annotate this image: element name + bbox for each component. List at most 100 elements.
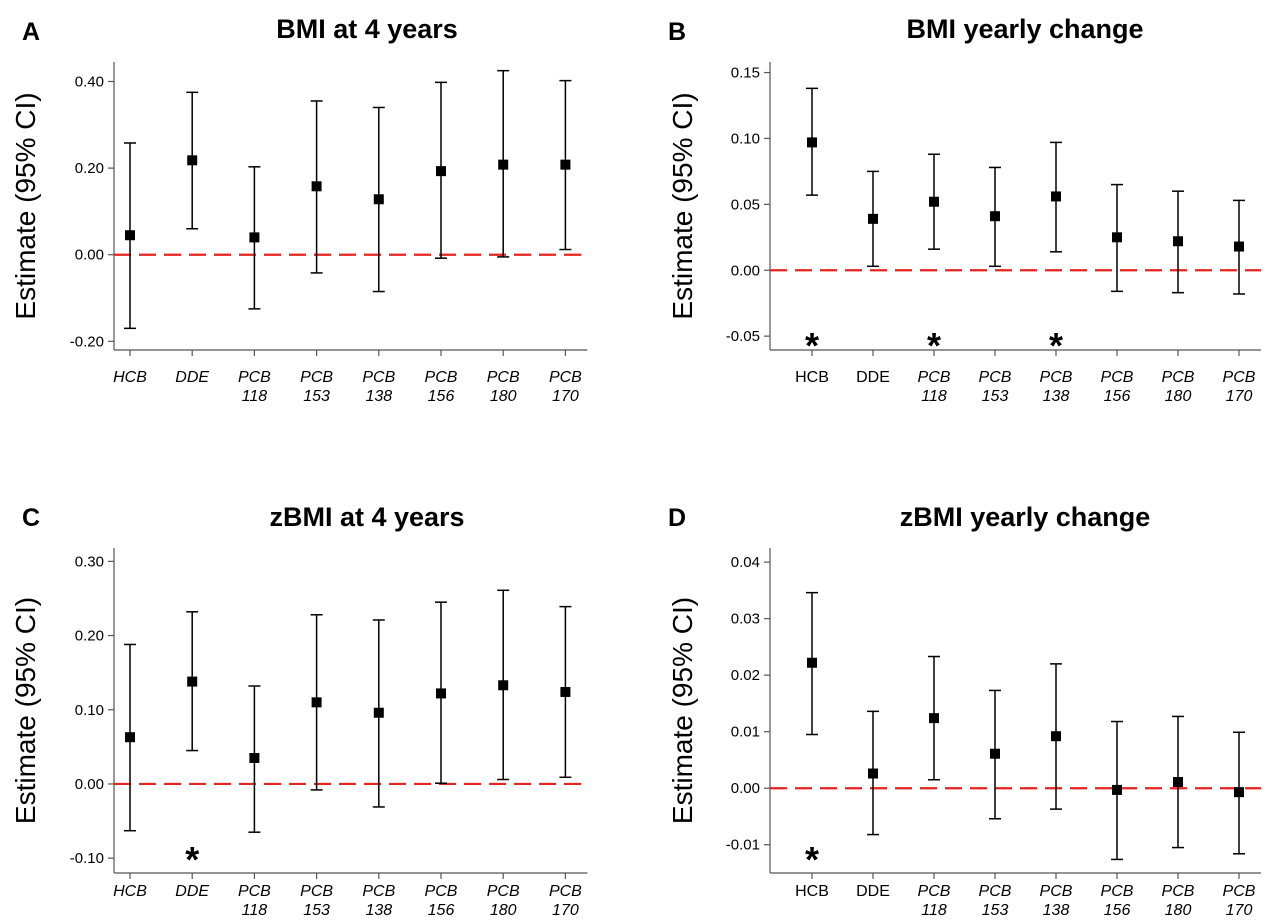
category-label: PCB (362, 883, 395, 900)
category-label: PCB (1101, 883, 1134, 900)
category-label: DDE (175, 369, 209, 386)
estimate-point (1112, 784, 1122, 795)
panel-letter: D (668, 504, 686, 532)
category-label: 180 (1165, 388, 1192, 405)
category-label: PCB (238, 883, 271, 900)
y-tick-label: 0.10 (731, 130, 760, 147)
category-label: 180 (1165, 902, 1192, 919)
chart-title: zBMI at 4 years (269, 502, 464, 532)
significance-star: * (927, 325, 941, 366)
category-label: PCB (979, 369, 1012, 386)
estimate-point (807, 657, 817, 668)
category-label: PCB (425, 369, 458, 386)
estimate-point (1051, 191, 1061, 202)
category-label: 153 (303, 902, 330, 919)
category-label: PCB (362, 369, 395, 386)
category-label: PCB (1162, 369, 1195, 386)
category-label: DDE (175, 883, 209, 900)
y-tick-label: -0.01 (726, 837, 760, 854)
estimate-point (436, 166, 446, 177)
panel-letter: C (22, 504, 40, 532)
y-tick-label: 0.00 (731, 780, 760, 797)
category-label: PCB (918, 369, 951, 386)
category-label: 170 (1226, 388, 1253, 405)
estimate-point (373, 194, 384, 205)
category-label: 156 (1104, 902, 1131, 919)
category-label: 118 (242, 902, 268, 919)
category-label: PCB (238, 369, 271, 386)
category-label: HCB (795, 369, 829, 386)
chart-title: zBMI yearly change (900, 502, 1151, 532)
category-label: HCB (113, 883, 147, 900)
estimate-point (1173, 777, 1183, 787)
panel-letter: B (668, 18, 686, 46)
panel-letter: A (22, 18, 40, 46)
y-tick-label: 0.01 (731, 724, 760, 741)
category-label: PCB (300, 883, 333, 900)
estimate-point (1234, 787, 1244, 798)
estimate-point (560, 159, 571, 170)
estimate-point (560, 686, 571, 697)
significance-star: * (1049, 325, 1063, 366)
category-label: 153 (982, 388, 1009, 405)
category-label: 138 (365, 902, 392, 919)
category-label: 118 (921, 388, 947, 405)
estimate-point (436, 688, 446, 699)
category-label: 170 (552, 388, 579, 405)
estimate-point (1234, 241, 1244, 252)
category-label: PCB (1223, 369, 1256, 386)
y-tick-label: 0.00 (75, 247, 104, 264)
category-label: PCB (1040, 883, 1073, 900)
estimate-point (1173, 236, 1183, 247)
y-axis-label: Estimate (95% CI) (10, 92, 41, 319)
significance-star: * (805, 325, 819, 366)
estimate-point (868, 768, 878, 779)
y-tick-label: 0.02 (731, 667, 760, 684)
panel-b: B BMI yearly change Estimate (95% CI) 0.15 0… (667, 14, 1261, 405)
category-label: 156 (428, 388, 455, 405)
estimate-point (498, 680, 509, 691)
y-tick-label: -0.05 (726, 328, 760, 345)
category-label: 118 (242, 388, 268, 405)
estimate-point (498, 159, 509, 170)
y-tick-label: -0.10 (70, 850, 104, 867)
category-label: PCB (487, 369, 520, 386)
y-tick-label: 0.20 (75, 160, 104, 177)
category-label: PCB (918, 883, 951, 900)
category-label: 180 (490, 388, 517, 405)
category-label: PCB (425, 883, 458, 900)
category-label: HCB (113, 369, 147, 386)
category-label: PCB (1040, 369, 1073, 386)
category-label: 153 (982, 902, 1009, 919)
category-label: 170 (1226, 902, 1253, 919)
category-label: PCB (549, 883, 582, 900)
estimate-point (807, 137, 817, 148)
panel-a: A BMI at 4 years Estimate (95% CI) 0.40 0.20… (10, 14, 588, 405)
category-label: HCB (795, 883, 829, 900)
category-label: 138 (1043, 902, 1070, 919)
category-label: 170 (552, 902, 579, 919)
estimate-point (125, 230, 135, 241)
category-label: PCB (487, 883, 520, 900)
y-tick-label: 0.20 (75, 628, 104, 645)
estimate-point (311, 181, 322, 192)
category-label: PCB (300, 369, 333, 386)
estimate-point (249, 232, 260, 243)
category-label: DDE (856, 369, 890, 386)
category-label: PCB (979, 883, 1012, 900)
chart-title: BMI at 4 years (276, 14, 458, 44)
estimate-point (868, 213, 878, 224)
category-label: 138 (1043, 388, 1070, 405)
estimate-point (373, 707, 384, 718)
y-axis-label: Estimate (95% CI) (10, 597, 41, 824)
estimate-point (929, 713, 939, 724)
y-tick-label: 0.04 (731, 554, 760, 571)
y-tick-label: 0.00 (75, 776, 104, 793)
y-tick-label: 0.40 (75, 73, 104, 90)
estimate-point (929, 196, 939, 207)
estimate-point (187, 676, 198, 687)
estimate-point (990, 748, 1000, 759)
estimate-point (990, 211, 1000, 222)
